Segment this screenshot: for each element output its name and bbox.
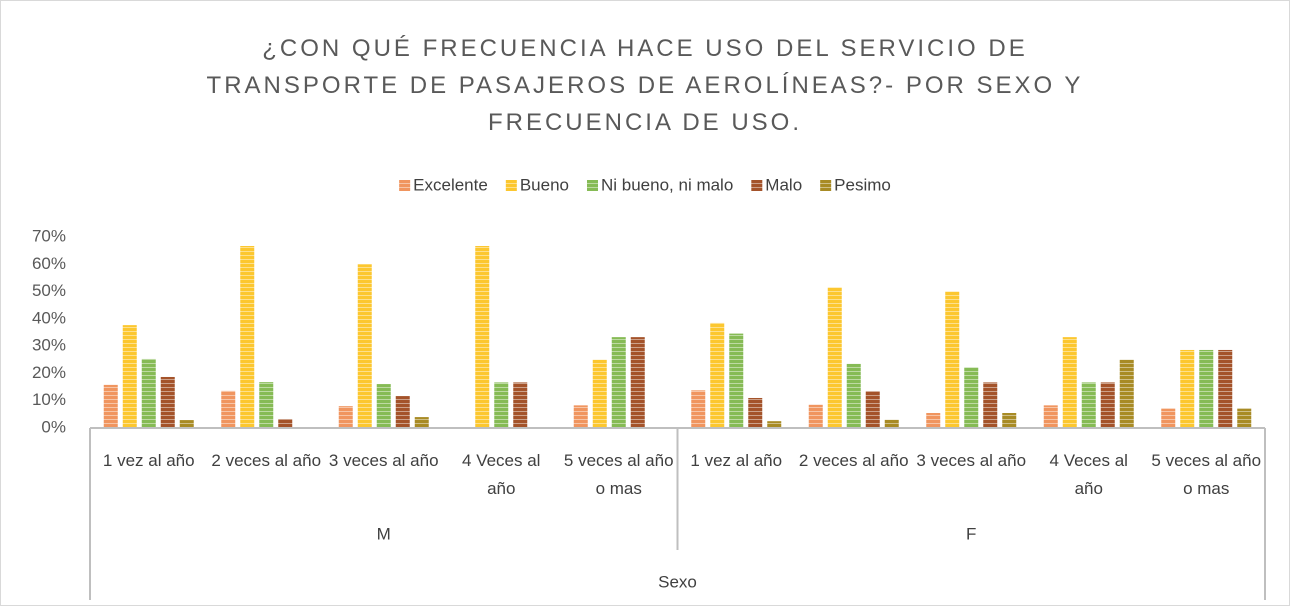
bar [926, 412, 941, 428]
bar [1199, 349, 1214, 428]
legend-swatch [586, 180, 598, 191]
bar [945, 291, 960, 428]
group-label: F [966, 524, 976, 543]
y-tick-label: 30% [32, 336, 66, 355]
x-tick-label: 5 veces al año o mas [1151, 451, 1261, 498]
bar [357, 264, 372, 428]
bar [103, 384, 118, 428]
bar [414, 417, 429, 428]
group-label: M [377, 524, 391, 543]
bar [1119, 359, 1134, 428]
bar [240, 246, 255, 428]
bar [630, 337, 645, 428]
bar [278, 418, 293, 428]
bar [1100, 382, 1115, 428]
bar [691, 390, 706, 428]
bar [221, 390, 236, 428]
x-tick-label: 4 Veces al año [462, 451, 540, 498]
legend-label: Bueno [520, 175, 569, 194]
legend: Excelente Bueno Ni bueno, ni malo Malo Pesim… [399, 175, 891, 194]
x-tick-label: 1 vez al año [690, 451, 782, 470]
bar [122, 325, 137, 428]
bar [395, 396, 410, 428]
bar [259, 382, 274, 428]
bar [964, 367, 979, 428]
bar [1043, 405, 1058, 428]
y-tick-label: 20% [32, 363, 66, 382]
bar [1218, 349, 1233, 428]
bar [160, 376, 175, 428]
legend-swatch [820, 180, 832, 191]
legend-label: Ni bueno, ni malo [601, 175, 733, 194]
bar [884, 419, 899, 428]
legend-swatch [505, 180, 517, 191]
legend-label: Pesimo [834, 175, 891, 194]
y-tick-label: 40% [32, 308, 66, 327]
x-tick-label: 1 vez al año [103, 451, 195, 470]
x-tick-label: 4 Veces al año [1050, 451, 1128, 498]
bar [729, 333, 744, 428]
bar [865, 391, 880, 428]
bar [1081, 382, 1096, 428]
bar [1062, 337, 1077, 428]
legend-label: Excelente [413, 175, 488, 194]
x-tick-label: 2 veces al año [211, 451, 321, 470]
bar [179, 420, 194, 428]
legend-swatch [399, 180, 411, 191]
bar [611, 337, 626, 428]
x-tick-label: 5 veces al año o mas [564, 451, 674, 498]
bar [767, 421, 782, 428]
x-tick-label: 3 veces al año [329, 451, 439, 470]
y-tick-label: 50% [32, 281, 66, 300]
bar [376, 384, 391, 428]
bar [475, 246, 490, 428]
y-tick-label: 60% [32, 254, 66, 273]
bar [592, 359, 607, 428]
chart-title: ¿CON QUÉ FRECUENCIA HACE USO DEL SERVICI… [207, 35, 1084, 136]
y-tick-label: 10% [32, 390, 66, 409]
bar [846, 363, 861, 428]
x-tick-label: 3 veces al año [916, 451, 1026, 470]
bar [338, 406, 353, 428]
legend-swatch [751, 180, 763, 191]
bar [808, 404, 823, 428]
bar [494, 382, 509, 428]
y-tick-label: 70% [32, 226, 66, 245]
bar [141, 358, 156, 428]
bar [513, 382, 528, 428]
bar [1180, 349, 1195, 428]
y-tick-label: 0% [41, 417, 66, 436]
x-axis-label: Sexo [658, 572, 697, 591]
bar [1237, 408, 1252, 428]
bar [748, 397, 763, 428]
bar [710, 322, 725, 428]
bar [573, 405, 588, 428]
bar [1002, 412, 1017, 428]
legend-label: Malo [765, 175, 802, 194]
bar [827, 287, 842, 428]
bar [983, 382, 998, 428]
bar [1161, 408, 1176, 428]
x-tick-label: 2 veces al año [799, 451, 909, 470]
